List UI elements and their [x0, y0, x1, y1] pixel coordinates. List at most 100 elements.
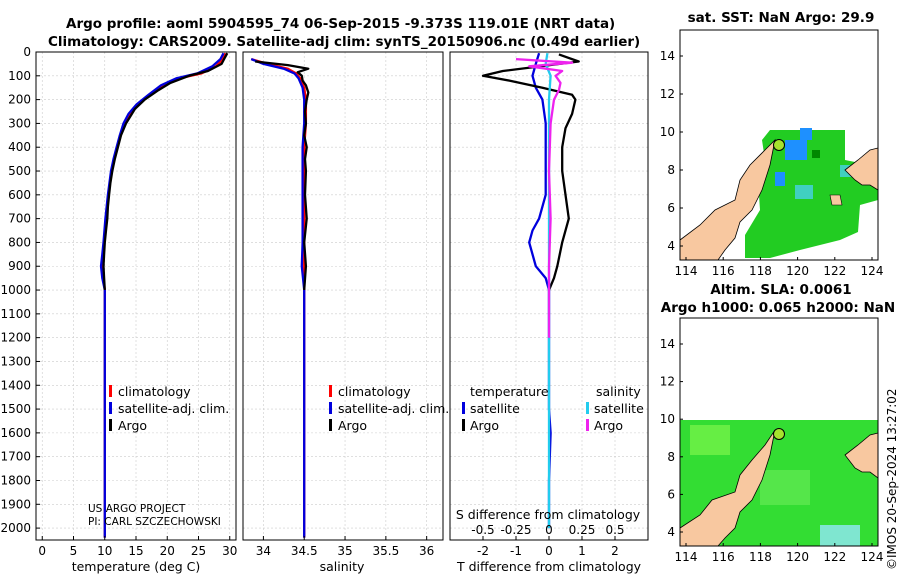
series-line-s-satellite [544, 53, 552, 529]
y-tick-label: 0 [23, 45, 31, 59]
map-y-tick-label: 8 [667, 163, 675, 177]
series-line-climatology [250, 57, 308, 538]
x-tick-label: -1 [510, 544, 522, 558]
sla-land-borneo [679, 429, 776, 547]
difference-grid [450, 51, 648, 540]
salinity-panel: 34 34.5 35 35.5 36 salinity climatology sate… [242, 51, 449, 574]
map-x-tick-label: 116 [712, 264, 735, 278]
sst-blue-patch [800, 128, 812, 140]
x-tick-label: 35.5 [372, 544, 399, 558]
legend-label-satellite: satellite-adj. clim. [118, 401, 229, 416]
y-tick-label: 1100 [0, 307, 31, 321]
map-x-tick-label: 118 [749, 550, 772, 564]
x-tick-label: 30 [222, 544, 237, 558]
y-tick-label: 2000 [0, 521, 31, 535]
y-tick-label: 1600 [0, 426, 31, 440]
legend-label-argo: Argo [118, 418, 147, 433]
temperature-panel: 0 5 10 15 20 25 30 0 100 200 300 400 500 600 700 800 90… [0, 45, 237, 574]
legend-swatch-s-satellite [586, 402, 589, 414]
map-y-tick-label: 4 [667, 239, 675, 253]
map-y-tick-label: 6 [667, 201, 675, 215]
temperature-legend: climatology satellite-adj. clim. Argo [109, 384, 229, 433]
sst-map-x-ticks: 114 116 118 120 122 124 [675, 257, 883, 278]
legend-label-satellite: satellite-adj. clim. [338, 401, 449, 416]
y-tick-label: 900 [8, 259, 31, 273]
sst-dark-patch [812, 150, 820, 158]
map-y-tick-label: 10 [660, 412, 675, 426]
s-tick-label: 0 [545, 523, 553, 537]
sst-map-panel: sat. SST: NaN Argo: 29.9 114 116 118 120 122… [660, 10, 884, 278]
legend-swatch-t-satellite [462, 402, 465, 414]
salinity-axes-frame [242, 51, 444, 541]
salinity-difference-ticks: -0.5 -0.25 0 0.25 0.5 [471, 523, 624, 537]
y-tick-label: 500 [8, 164, 31, 178]
legend-label-climatology: climatology [338, 384, 411, 399]
pi-credit: PI: CARL SZCZECHOWSKI [88, 516, 221, 528]
salinity-legend: climatology satellite-adj. clim. Argo [329, 384, 449, 433]
legend-swatch-t-argo [462, 419, 465, 431]
difference-series [481, 52, 580, 529]
sst-land [679, 138, 879, 261]
map-y-tick-label: 12 [660, 375, 675, 389]
temperature-grid [36, 51, 236, 540]
map-x-tick-label: 120 [786, 550, 809, 564]
map-x-tick-label: 114 [675, 264, 698, 278]
series-line-argo [102, 52, 229, 291]
x-tick-label: 34 [256, 544, 271, 558]
map-y-tick-label: 14 [660, 337, 675, 351]
sla-map-title-2: Argo h1000: 0.065 h2000: NaN [661, 300, 895, 316]
x-tick-label: 5 [70, 544, 78, 558]
argo-float-marker [773, 428, 785, 440]
y-tick-label: 1800 [0, 473, 31, 487]
legend-header-temperature: temperature [470, 384, 549, 399]
sla-map-x-ticks: 114 116 118 120 122 124 [675, 543, 884, 564]
s-tick-label: -0.25 [500, 523, 531, 537]
x-tick-label: 25 [191, 544, 206, 558]
s-tick-label: 0.25 [569, 523, 596, 537]
project-credit: US ARGO PROJECT [88, 503, 186, 515]
sst-map-title: sat. SST: NaN Argo: 29.9 [688, 10, 875, 26]
salinity-series [250, 57, 310, 538]
series-line-satellite-adj-clim- [250, 58, 306, 538]
x-tick-label: -2 [477, 544, 489, 558]
x-tick-label: 0 [545, 544, 553, 558]
legend-swatch-climatology [329, 385, 332, 397]
salinity-x-ticks: 34 34.5 35 35.5 36 [256, 536, 434, 558]
map-x-tick-label: 122 [823, 550, 846, 564]
sla-light-patch [690, 425, 730, 455]
sla-map-frame [679, 317, 879, 547]
series-line-t-argo [481, 53, 580, 291]
difference-legend: temperature salinity satellite Argo sate… [462, 384, 644, 433]
x-tick-label: 0 [38, 544, 46, 558]
y-tick-label: 200 [8, 93, 31, 107]
y-tick-label: 1500 [0, 402, 31, 416]
legend-swatch-satellite [109, 402, 112, 414]
legend-swatch-argo [329, 419, 332, 431]
sst-map-y-ticks: 14 12 10 8 6 4 [660, 49, 683, 253]
sla-light-patch [760, 470, 810, 505]
sla-map-y-ticks: 14 12 10 8 6 4 [660, 337, 683, 539]
series-line-climatology [101, 52, 227, 538]
sst-land-borneo [679, 138, 776, 261]
sla-map-title-1: Altim. SLA: 0.0061 [710, 282, 851, 298]
map-y-tick-label: 14 [660, 49, 675, 63]
temperature-xlabel: temperature (deg C) [72, 559, 201, 574]
difference-xlabel: T difference from climatology [456, 559, 642, 574]
x-tick-label: 20 [160, 544, 175, 558]
map-y-tick-label: 4 [667, 525, 675, 539]
map-x-tick-label: 124 [861, 550, 884, 564]
legend-label-s-argo: Argo [594, 418, 623, 433]
y-tick-label: 800 [8, 235, 31, 249]
map-x-tick-label: 114 [675, 550, 698, 564]
map-y-tick-label: 6 [667, 487, 675, 501]
salinity-xlabel: salinity [320, 559, 365, 574]
sst-cyan-patch [795, 185, 813, 199]
legend-label-t-argo: Argo [470, 418, 499, 433]
series-line-argo [255, 60, 310, 291]
map-x-tick-label: 120 [786, 264, 809, 278]
y-tick-label: 1200 [0, 331, 31, 345]
figure-title-line1: Argo profile: aoml 5904595_74 06-Sep-201… [66, 16, 615, 32]
x-tick-label: 15 [128, 544, 143, 558]
x-tick-label: 1 [578, 544, 586, 558]
